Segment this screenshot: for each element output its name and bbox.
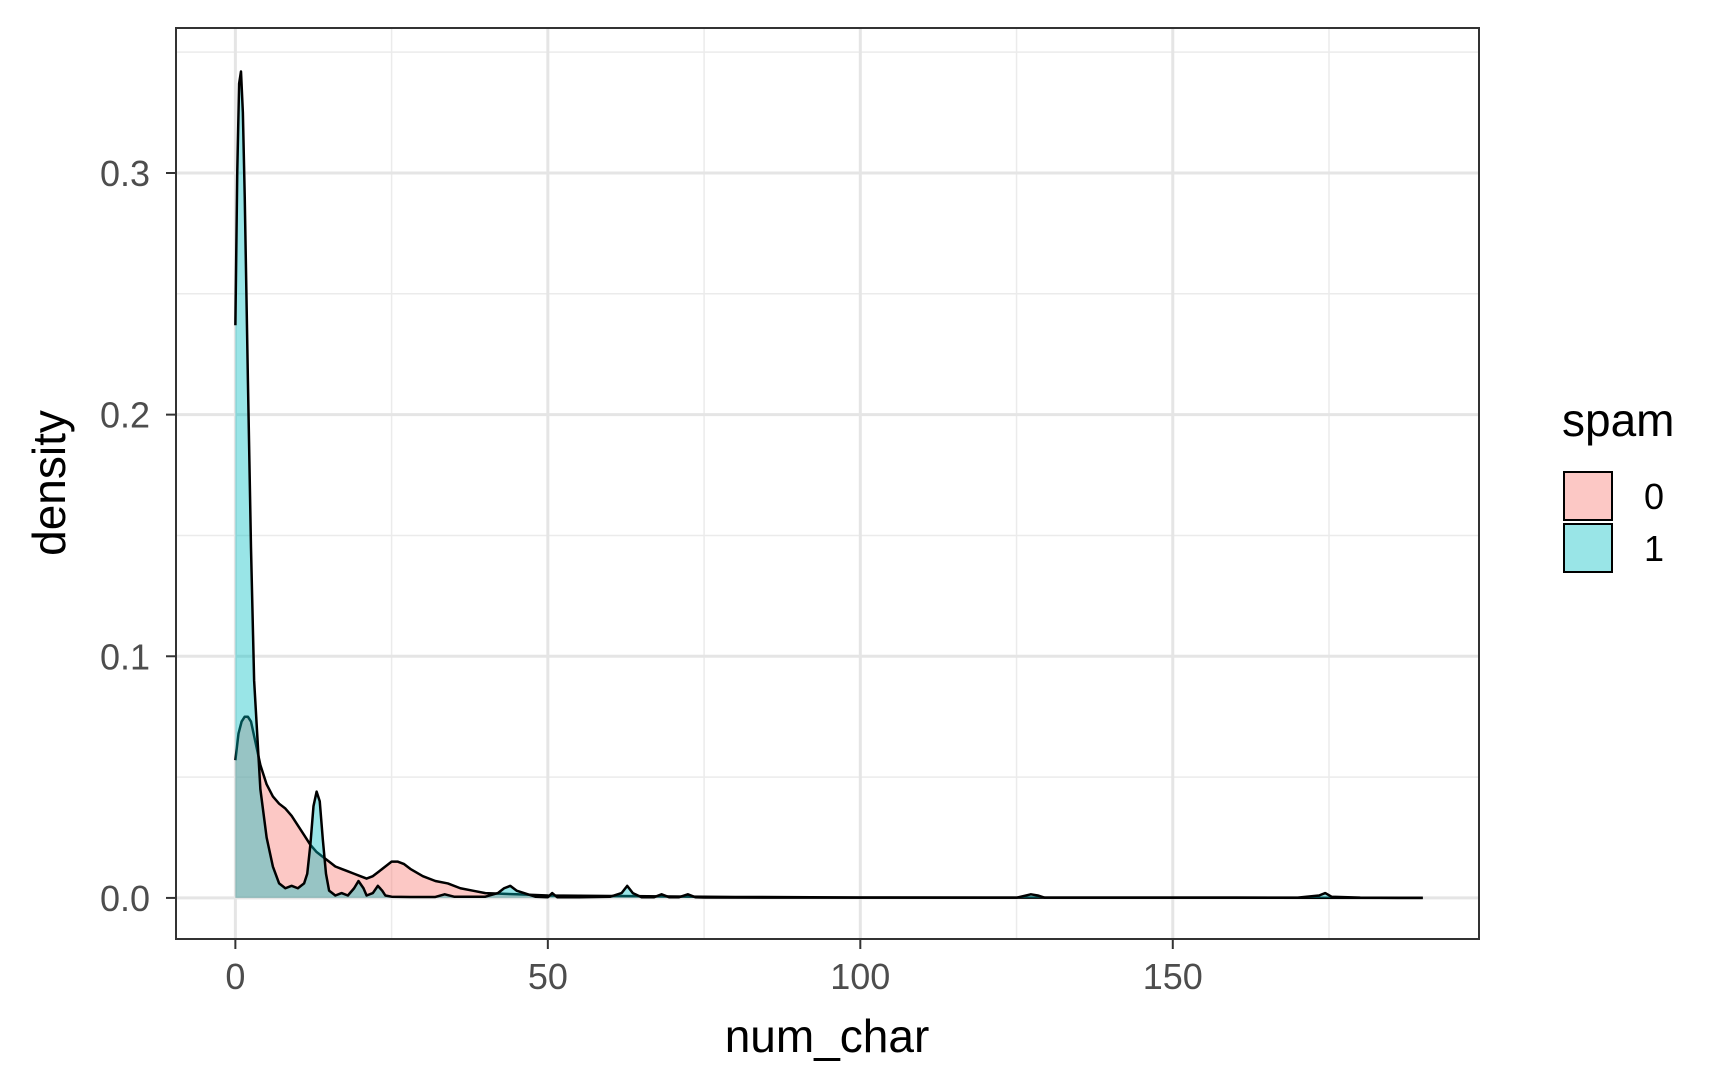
minor-gridlines [176, 28, 1479, 939]
density-line-spam-0 [234, 715, 1423, 900]
legend-entry-0: 0 [1563, 471, 1664, 521]
legend-key-0 [1563, 471, 1613, 521]
density-area-spam-0 [235, 716, 1423, 898]
y-tick-label-3: 0.3 [100, 153, 150, 194]
y-tick-label-1: 0.1 [100, 636, 150, 677]
legend: spam 0 1 [1562, 394, 1674, 573]
y-tick-label-2: 0.2 [100, 395, 150, 436]
x-tick-label-1: 50 [528, 956, 568, 997]
plot-panel [176, 28, 1479, 939]
legend-key-1 [1563, 523, 1613, 573]
y-axis: 0.0 0.1 0.2 0.3 [100, 153, 176, 919]
x-axis: 0 50 100 150 [225, 939, 1203, 997]
legend-label-0: 0 [1644, 476, 1664, 517]
density-series [234, 70, 1423, 900]
y-tick-label-0: 0.0 [100, 878, 150, 919]
x-tick-label-2: 100 [830, 956, 890, 997]
x-tick-label-0: 0 [225, 956, 245, 997]
legend-label-1: 1 [1644, 528, 1664, 569]
x-tick-label-3: 150 [1143, 956, 1203, 997]
plot-panel-border [175, 27, 1480, 940]
x-axis-title: num_char [725, 1010, 930, 1062]
legend-entry-1: 1 [1563, 523, 1664, 573]
legend-title: spam [1562, 394, 1674, 446]
major-gridlines [176, 28, 1479, 939]
y-axis-title: density [23, 410, 75, 556]
density-line-spam-1 [234, 70, 1423, 900]
